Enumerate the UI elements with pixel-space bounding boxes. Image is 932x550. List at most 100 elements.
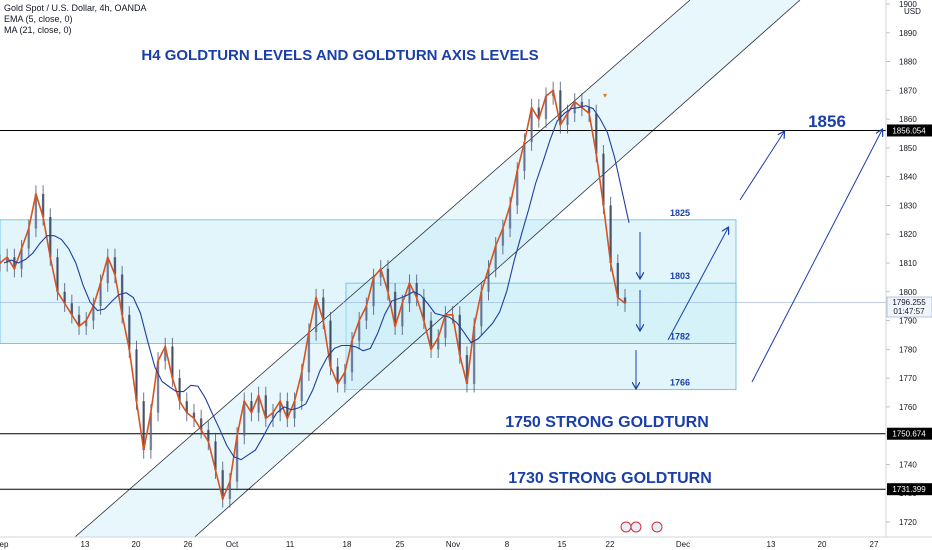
y-tick-label: 1760 xyxy=(899,403,917,412)
level-tag-bg xyxy=(887,483,932,496)
current-price-countdown: 01:47:57 xyxy=(893,307,925,316)
candle-body xyxy=(214,441,217,471)
horizontal-levels xyxy=(0,129,886,490)
economic-event-icon xyxy=(630,521,642,533)
x-tick-label: Oct xyxy=(226,540,239,549)
candle-body xyxy=(156,360,160,413)
candle-body xyxy=(85,320,88,327)
y-tick-label: 1790 xyxy=(899,317,917,326)
x-tick-label: ep xyxy=(0,540,9,549)
y-tick-label: 1770 xyxy=(899,374,917,383)
candle-body xyxy=(235,435,239,482)
x-tick-label: 15 xyxy=(558,540,567,549)
candle-body xyxy=(587,107,591,114)
candle-body xyxy=(300,372,303,402)
current-price-tag: 1796.255 01:47:57 xyxy=(886,296,932,318)
candle-body xyxy=(149,412,153,451)
candle-body xyxy=(135,349,138,402)
candle-body xyxy=(350,340,354,373)
candle-body xyxy=(544,96,548,120)
candle-body xyxy=(623,297,627,304)
currency-label: USD xyxy=(904,7,921,16)
y-tick-label: 1780 xyxy=(899,345,917,354)
candle-body xyxy=(113,257,117,275)
x-tick-label: 26 xyxy=(184,540,193,549)
candle-body xyxy=(343,372,347,384)
candle-body xyxy=(192,412,196,419)
candle-body xyxy=(365,306,368,321)
channel-lower-line xyxy=(179,0,801,550)
candle-body xyxy=(616,263,620,298)
symbol-title: Gold Spot / U.S. Dollar, 4h, OANDA xyxy=(4,3,147,13)
x-tick-label: 20 xyxy=(818,540,827,549)
candle-body xyxy=(372,277,375,307)
candle-body xyxy=(278,401,282,413)
level-tag-label: 1750.674 xyxy=(892,430,926,439)
candle-body xyxy=(401,303,404,327)
candle-body xyxy=(221,470,224,499)
candle-body xyxy=(56,257,59,292)
projection-arrow xyxy=(751,130,882,383)
price-scale-ticks: 1720173017401750176017701780179018001810… xyxy=(886,0,917,527)
strong-goldturn-1730-label: 1730 STRONG GOLDTURN xyxy=(508,470,712,487)
candle-body xyxy=(199,418,203,430)
price-scale[interactable] xyxy=(886,0,932,537)
event-flag-icons xyxy=(620,521,663,533)
y-tick-label: 1870 xyxy=(899,86,917,95)
goldturn-zone xyxy=(345,343,737,391)
candle-body xyxy=(178,378,181,402)
projection-arrow xyxy=(667,228,728,341)
level-tag-label: 1856.054 xyxy=(892,126,926,135)
x-tick-label: 8 xyxy=(505,540,510,549)
candle-body xyxy=(408,283,411,304)
y-tick-label: 1860 xyxy=(899,115,917,124)
candle-body xyxy=(13,257,16,269)
y-tick-label: 1880 xyxy=(899,58,917,67)
zone-label: 1803 xyxy=(670,271,690,281)
candle-body xyxy=(142,401,145,451)
candle-body xyxy=(128,314,131,350)
candle-body xyxy=(106,257,109,284)
candle-body xyxy=(307,332,311,373)
economic-event-icon xyxy=(651,521,663,533)
candle-body xyxy=(264,395,268,419)
candle-body xyxy=(120,274,124,315)
x-tick-label: 20 xyxy=(132,540,141,549)
candle-body xyxy=(444,314,447,338)
candle-body xyxy=(250,401,253,413)
candle-body xyxy=(271,412,275,419)
candle-body xyxy=(508,205,512,229)
y-tick-label: 1800 xyxy=(899,288,917,297)
candle-body xyxy=(20,248,23,269)
x-tick-label: 18 xyxy=(343,540,352,549)
candle-body xyxy=(293,401,296,419)
candle-body xyxy=(314,297,318,333)
economic-event-icon xyxy=(620,521,632,533)
candle-body xyxy=(386,268,390,292)
level-tag-bg xyxy=(887,124,932,137)
candle-body xyxy=(415,283,418,298)
candle-body xyxy=(429,320,433,350)
x-tick-label: 13 xyxy=(81,540,90,549)
candle-body xyxy=(329,320,332,367)
candle-body xyxy=(322,297,325,321)
candle-body xyxy=(164,346,167,361)
x-tick-label: 11 xyxy=(286,540,295,549)
y-tick-label: 1890 xyxy=(899,29,917,38)
ma-polyline xyxy=(3,105,630,461)
time-scale-ticks: ep 13 20 26 Oct 11 18 25 Nov 8 15 22 Dec 13 20 27 xyxy=(0,540,879,549)
candle-body xyxy=(422,297,426,321)
ema-legend: EMA (5, close, 0) xyxy=(4,14,73,24)
zone-labels: 1825 1803 1782 1766 xyxy=(670,208,690,388)
candle-body xyxy=(27,228,30,249)
candle-body xyxy=(5,257,9,263)
chart-legend: Gold Spot / U.S. Dollar, 4h, OANDA EMA (… xyxy=(4,3,147,36)
candle-body xyxy=(207,429,210,442)
candle-body xyxy=(49,216,52,258)
time-scale[interactable] xyxy=(0,537,932,550)
level-tag-bg xyxy=(887,427,932,440)
candle-body xyxy=(336,366,339,384)
candle-body xyxy=(530,107,533,143)
candle-body xyxy=(379,268,382,278)
